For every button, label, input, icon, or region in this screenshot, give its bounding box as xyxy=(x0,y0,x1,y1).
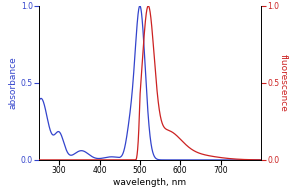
Y-axis label: fluorescence: fluorescence xyxy=(279,54,288,112)
X-axis label: wavelength, nm: wavelength, nm xyxy=(113,178,187,187)
Y-axis label: absorbance: absorbance xyxy=(9,57,18,109)
